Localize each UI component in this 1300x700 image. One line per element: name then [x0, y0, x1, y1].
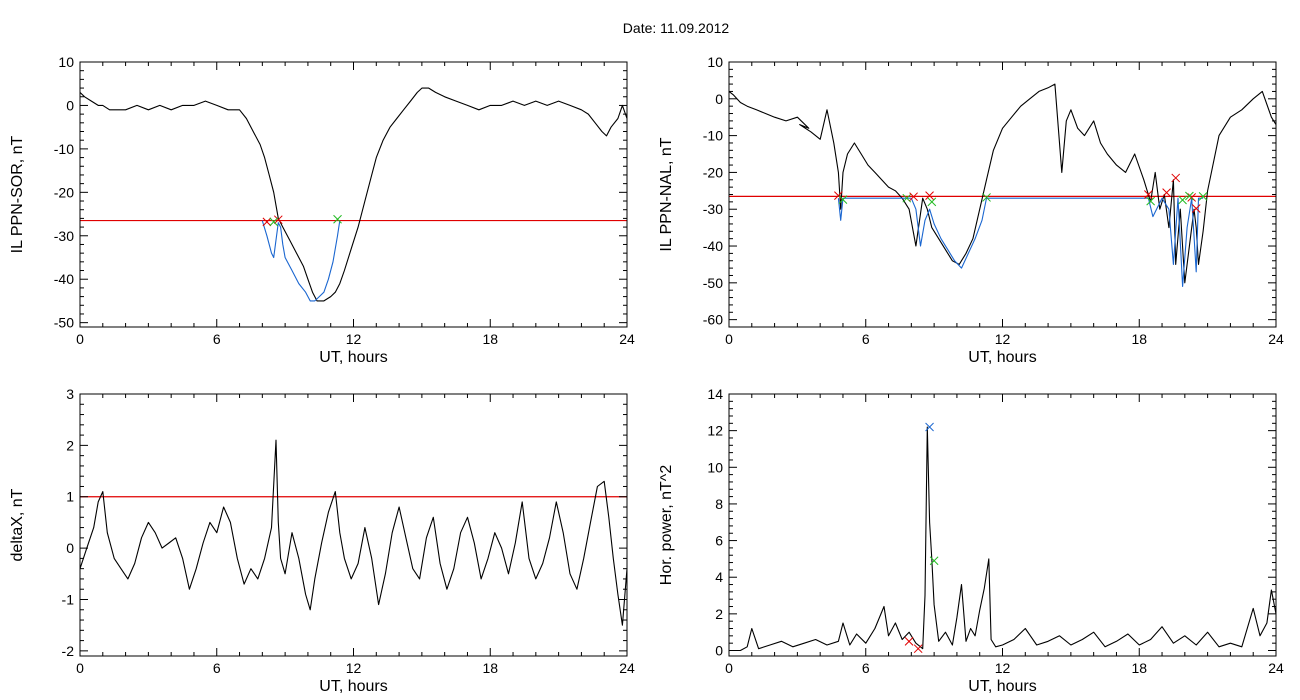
x-tick-label: 24 [619, 660, 635, 676]
cross-marker [1198, 191, 1208, 201]
x-tick-label: 6 [213, 660, 221, 676]
y-tick-label: 10 [707, 54, 723, 70]
series-line-0 [79, 87, 628, 302]
x-tick-label: 24 [619, 331, 635, 347]
x-tick-label: 12 [346, 660, 362, 676]
y-tick-label: 3 [66, 386, 74, 402]
x-tick-label: 18 [1131, 331, 1147, 347]
plot-frame [79, 393, 628, 657]
y-tick-label: 8 [715, 496, 723, 512]
x-tick-label: 18 [482, 331, 498, 347]
cross-marker [982, 193, 991, 202]
x-tick-label: 12 [995, 331, 1011, 347]
cross-marker [904, 636, 914, 646]
series-line-0 [729, 426, 1277, 652]
x-tick-label: 18 [482, 660, 498, 676]
cross-marker [1178, 195, 1187, 205]
y-tick-label: -20 [703, 164, 723, 180]
y-tick-label: -1 [62, 591, 75, 607]
x-tick-label: 6 [862, 331, 870, 347]
y-tick-label: 0 [66, 540, 74, 556]
y-tick-label: 0 [715, 91, 723, 107]
y-tick-label: -50 [54, 315, 74, 331]
y-tick-label: 1 [66, 489, 74, 505]
x-axis-label: UT, hours [968, 349, 1036, 366]
cross-marker [1144, 190, 1153, 199]
series-line-1 [837, 197, 1204, 288]
y-tick-label: 10 [707, 459, 723, 475]
y-tick-label: -2 [62, 643, 75, 659]
x-axis-label: UT, hours [968, 678, 1036, 695]
panel-il-ppn-nal: 0 6 12 18 24 -60 -50 -40 -30 -20 -10 0 10 UT, hours IL… [658, 54, 1284, 366]
y-tick-label: 12 [707, 423, 723, 439]
figure-title: Date: 11.09.2012 [623, 20, 730, 36]
x-tick-label: 24 [1268, 331, 1284, 347]
cross-marker [269, 217, 279, 227]
y-tick-label: 0 [715, 643, 723, 659]
y-tick-label: 0 [66, 97, 74, 113]
x-tick-label: 0 [725, 331, 733, 347]
series-line-0 [728, 83, 1277, 284]
y-tick-label: 10 [58, 54, 74, 70]
y-tick-label: -40 [703, 238, 723, 254]
cross-marker [333, 214, 342, 224]
x-tick-label: 24 [1268, 660, 1284, 676]
y-tick-label: -20 [54, 184, 74, 200]
x-tick-label: 6 [213, 331, 221, 347]
y-tick-label: 6 [715, 533, 723, 549]
cross-marker [925, 422, 934, 432]
cross-marker [909, 192, 918, 202]
cross-marker [902, 193, 912, 203]
y-tick-label: 14 [707, 386, 723, 402]
y-tick-label: 2 [715, 606, 723, 622]
plot-frame [79, 61, 628, 328]
x-tick-label: 0 [76, 660, 84, 676]
y-tick-label: 4 [715, 569, 723, 585]
x-tick-label: 18 [1131, 660, 1147, 676]
y-axis-label: Hor. power, nT^2 [658, 465, 675, 586]
cross-marker [1191, 204, 1201, 213]
cross-marker [913, 644, 923, 654]
cross-marker [273, 215, 283, 225]
cross-marker [262, 217, 272, 227]
x-tick-label: 0 [725, 660, 733, 676]
y-tick-label: -30 [54, 228, 74, 244]
cross-marker [925, 191, 934, 200]
cross-marker [927, 197, 937, 207]
y-axis-label: deltaX, nT [9, 488, 26, 561]
x-axis-label: UT, hours [319, 678, 387, 695]
x-tick-label: 12 [995, 660, 1011, 676]
cross-marker [838, 195, 848, 205]
y-tick-label: -10 [703, 128, 723, 144]
cross-marker [929, 556, 939, 566]
y-tick-label: -50 [703, 275, 723, 291]
x-tick-label: 12 [346, 331, 362, 347]
y-tick-label: 2 [66, 437, 74, 453]
y-tick-label: -10 [54, 141, 74, 157]
series-line-0 [79, 439, 628, 626]
x-tick-label: 0 [76, 331, 84, 347]
panel-il-ppn-sor: 0 6 12 18 24 -50 -40 -30 -20 -10 0 10 UT, hours IL PP… [9, 54, 635, 366]
cross-marker [1146, 196, 1155, 206]
plot-frame [728, 393, 1277, 657]
cross-marker [1171, 173, 1181, 183]
x-axis-label: UT, hours [319, 349, 387, 366]
y-axis-label: IL PPN-NAL, nT [658, 137, 675, 251]
y-tick-label: -40 [54, 271, 74, 287]
y-tick-label: -60 [703, 312, 723, 328]
x-tick-label: 6 [862, 660, 870, 676]
y-axis-label: IL PPN-SOR, nT [9, 135, 26, 253]
cross-marker [1162, 188, 1171, 198]
cross-marker [1185, 191, 1194, 201]
cross-marker [1187, 193, 1197, 202]
y-tick-label: -30 [703, 201, 723, 217]
series-line-1 [261, 220, 341, 302]
